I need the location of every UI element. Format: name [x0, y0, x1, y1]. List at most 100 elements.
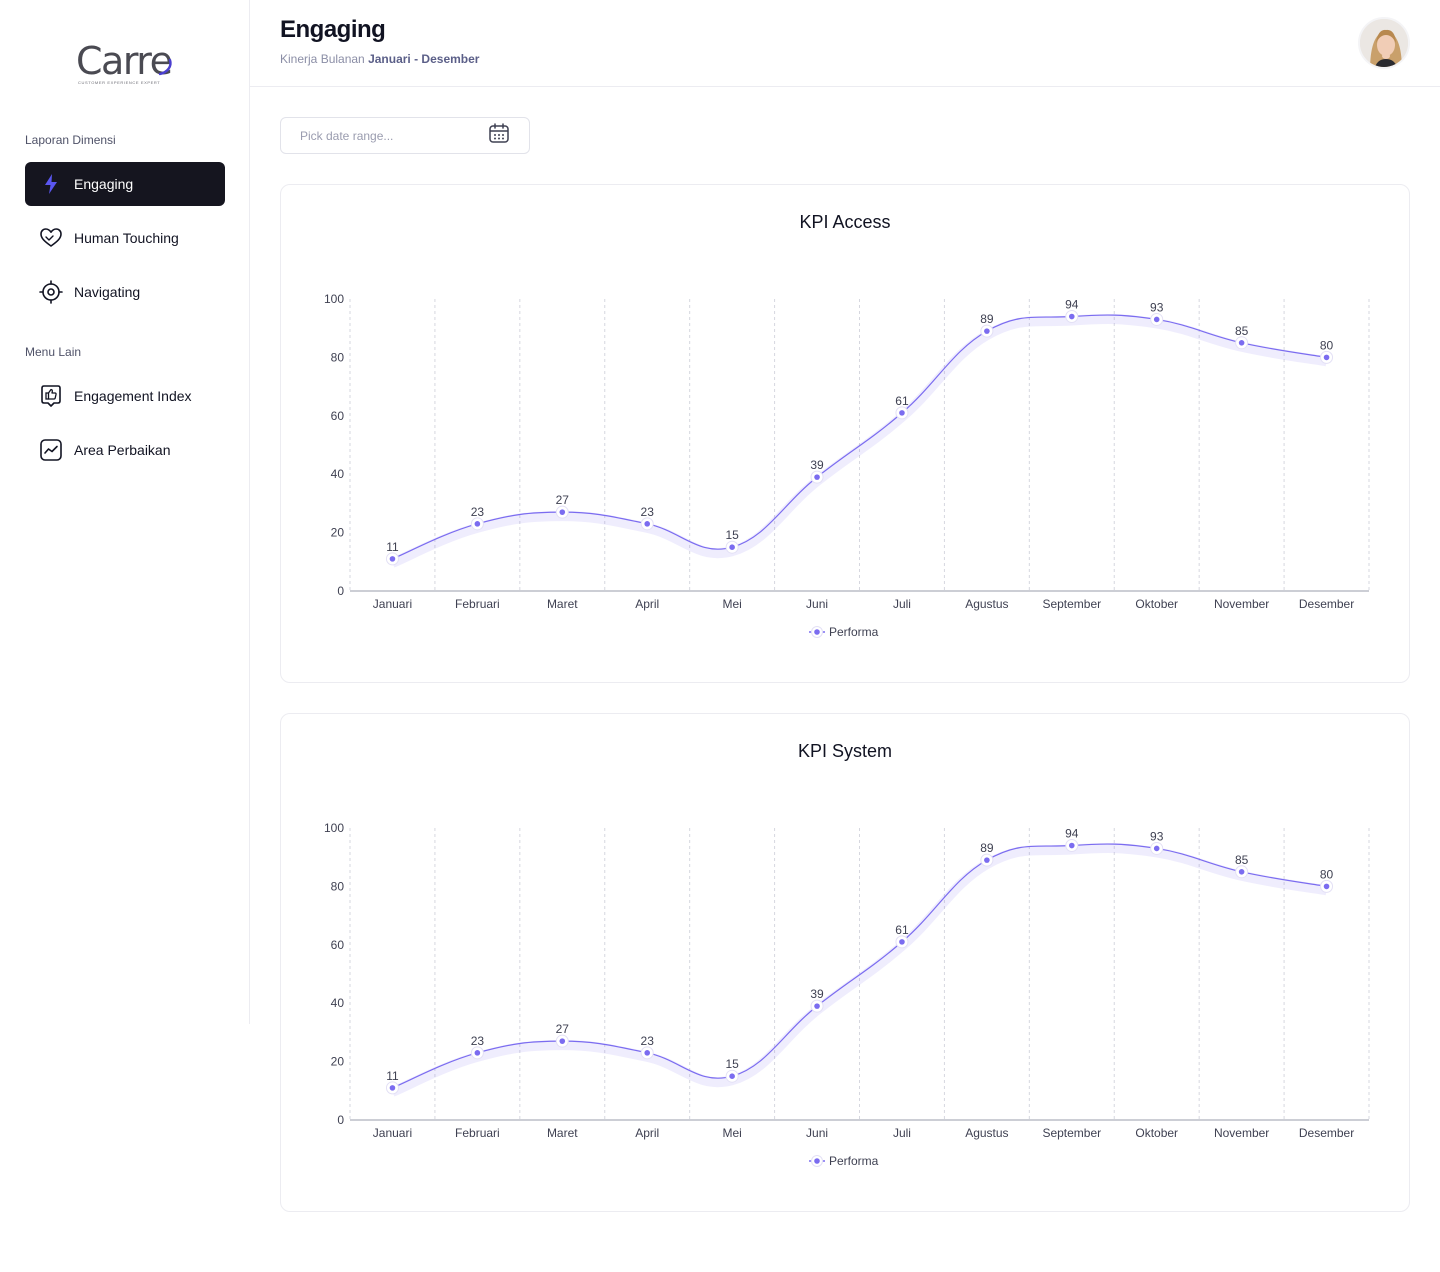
heart-hands-icon	[39, 226, 63, 250]
data-point[interactable]	[1323, 354, 1330, 361]
chart-card-kpi-access: KPI Access 0 20 40 60 80 100 Januari Februari Ma…	[280, 184, 1410, 683]
calendar-icon[interactable]	[488, 122, 510, 149]
data-point[interactable]	[644, 1050, 651, 1056]
data-label: 85	[1235, 853, 1249, 867]
data-point[interactable]	[729, 1073, 735, 1079]
data-point[interactable]	[474, 521, 481, 527]
data-label: 15	[725, 1057, 739, 1071]
x-tick-label: Maret	[547, 597, 578, 611]
data-point[interactable]	[1068, 313, 1075, 320]
x-tick-label: November	[1214, 597, 1269, 611]
legend-item-performa[interactable]: Performa	[809, 625, 879, 639]
data-label: 85	[1235, 324, 1249, 338]
x-tick-label: Mei	[722, 1126, 741, 1140]
top-header: Engaging Kinerja Bulanan Januari - Desem…	[250, 0, 1440, 87]
sidebar-item-human-touching[interactable]: Human Touching	[25, 216, 225, 260]
logo-swoosh-icon	[158, 58, 172, 76]
data-point[interactable]	[389, 1085, 396, 1091]
x-tick-label: Januari	[373, 1126, 412, 1140]
y-tick-label: 20	[331, 526, 345, 540]
data-label: 93	[1150, 300, 1164, 314]
sidebar-item-label: Engagement Index	[74, 388, 192, 404]
data-label: 80	[1320, 867, 1334, 881]
data-point[interactable]	[1323, 883, 1330, 890]
data-point[interactable]	[814, 474, 820, 480]
data-label: 89	[980, 841, 994, 855]
sidebar-item-area-perbaikan[interactable]: Area Perbaikan	[25, 428, 225, 472]
data-label: 27	[556, 1022, 570, 1036]
data-label: 11	[386, 1069, 399, 1083]
x-tick-label: September	[1042, 1126, 1101, 1140]
data-point[interactable]	[389, 556, 396, 562]
x-tick-label: September	[1042, 597, 1101, 611]
data-point[interactable]	[729, 544, 735, 550]
subtitle-prefix: Kinerja Bulanan	[280, 52, 365, 66]
sidebar-item-engagement-index[interactable]: Engagement Index	[25, 374, 225, 418]
x-tick-label: Oktober	[1135, 597, 1178, 611]
chart-title: KPI System	[797, 741, 893, 761]
y-tick-label: 0	[337, 1113, 344, 1127]
data-point[interactable]	[1238, 869, 1245, 875]
brand-logo[interactable]: Carre CUSTOMER EXPERIENCE EXPERT	[76, 40, 186, 88]
data-label: 39	[810, 987, 824, 1001]
x-tick-label: Februari	[455, 597, 500, 611]
kpi-system-chart: 0 20 40 60 80 100 Januari Februari Maret April Mei…	[324, 821, 1370, 1168]
data-label: 23	[471, 505, 485, 519]
section-label-menu-lain: Menu Lain	[25, 345, 82, 359]
legend-label: Performa	[829, 625, 879, 639]
thumbs-up-icon	[39, 384, 63, 408]
data-label: 94	[1065, 827, 1079, 841]
x-tick-label: Mei	[722, 597, 741, 611]
data-label: 15	[725, 528, 739, 542]
legend-marker	[814, 629, 820, 635]
sidebar-item-engaging[interactable]: Engaging	[25, 162, 225, 206]
y-tick-label: 60	[331, 938, 345, 952]
data-label: 27	[556, 493, 570, 507]
x-tick-label: Juni	[806, 1126, 828, 1140]
x-tick-label: Desember	[1299, 1126, 1354, 1140]
sidebar: Carre CUSTOMER EXPERIENCE EXPERT Laporan…	[0, 0, 250, 1024]
data-point[interactable]	[644, 521, 651, 527]
data-label: 11	[386, 540, 399, 554]
x-tick-label: Januari	[373, 597, 412, 611]
data-point[interactable]	[899, 410, 905, 416]
data-label: 89	[980, 312, 994, 326]
data-point[interactable]	[984, 328, 990, 334]
x-tick-label: Oktober	[1135, 1126, 1178, 1140]
data-point[interactable]	[1153, 845, 1160, 852]
x-tick-label: Agustus	[965, 1126, 1008, 1140]
sidebar-item-navigating[interactable]: Navigating	[25, 270, 225, 314]
data-point[interactable]	[1153, 316, 1160, 323]
data-point[interactable]	[1238, 340, 1245, 346]
data-point[interactable]	[559, 509, 566, 515]
legend-marker	[814, 1158, 820, 1164]
date-range-picker[interactable]	[280, 117, 530, 154]
brand-tagline: CUSTOMER EXPERIENCE EXPERT	[78, 80, 161, 85]
x-tick-label: Agustus	[965, 597, 1008, 611]
data-point[interactable]	[814, 1003, 820, 1009]
x-tick-label: Februari	[455, 1126, 500, 1140]
data-point[interactable]	[984, 857, 990, 863]
y-tick-label: 40	[331, 996, 345, 1010]
legend-label: Performa	[829, 1154, 879, 1168]
x-tick-label: Juli	[893, 1126, 911, 1140]
date-range-input[interactable]	[300, 128, 470, 143]
chart-title: KPI Access	[799, 212, 891, 232]
data-point[interactable]	[474, 1050, 481, 1056]
y-tick-label: 40	[331, 467, 345, 481]
sidebar-item-label: Area Perbaikan	[74, 442, 171, 458]
legend-item-performa[interactable]: Performa	[809, 1154, 879, 1168]
y-tick-label: 0	[337, 584, 344, 598]
x-tick-label: Desember	[1299, 597, 1354, 611]
data-point[interactable]	[899, 939, 905, 945]
x-tick-label: Juni	[806, 597, 828, 611]
data-point[interactable]	[1068, 842, 1075, 849]
sidebar-item-label: Navigating	[74, 284, 141, 300]
sidebar-item-label: Engaging	[74, 176, 134, 192]
y-tick-label: 100	[324, 292, 344, 306]
sidebar-item-label: Human Touching	[74, 230, 179, 246]
avatar[interactable]	[1358, 17, 1410, 69]
trend-line-icon	[39, 438, 63, 462]
data-point[interactable]	[559, 1038, 566, 1044]
data-label: 94	[1065, 298, 1079, 312]
